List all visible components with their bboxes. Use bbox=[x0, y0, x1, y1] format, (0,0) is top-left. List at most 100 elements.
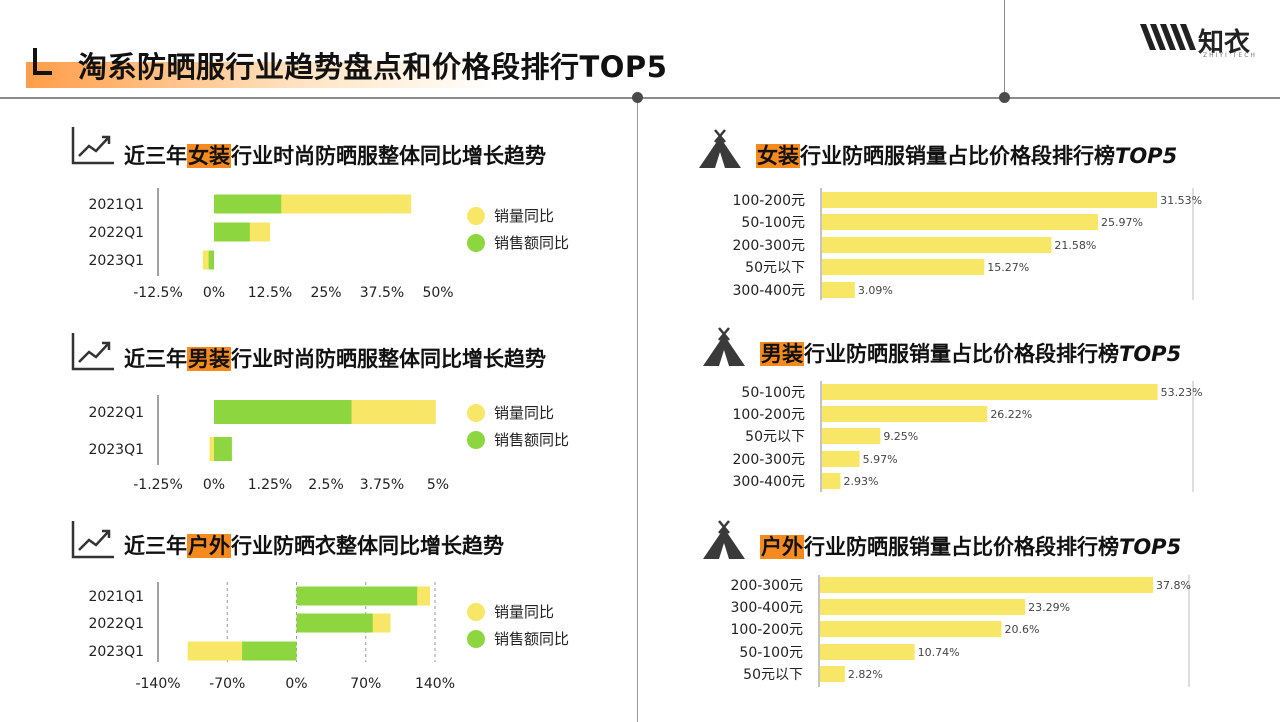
category-label: 100-200元 bbox=[733, 193, 806, 209]
bar-sales-yoy bbox=[214, 222, 250, 242]
x-tick-label: 25% bbox=[310, 285, 341, 301]
category-label: 100-200元 bbox=[733, 407, 806, 423]
legend-label: 销量同比 bbox=[494, 404, 554, 422]
price-band-bar bbox=[822, 214, 1099, 230]
data-label: 3.09% bbox=[858, 284, 893, 297]
logo-icon bbox=[1140, 24, 1196, 50]
tent-icon bbox=[696, 128, 744, 170]
legend-label: 销量同比 bbox=[494, 603, 554, 621]
legend-label: 销售额同比 bbox=[494, 630, 569, 648]
legend-marker-volume bbox=[467, 404, 485, 422]
bar-sales-yoy bbox=[242, 641, 297, 661]
trend-chart-icon bbox=[70, 124, 116, 166]
price-band-bar bbox=[822, 451, 860, 467]
page-title: 淘系防晒服行业趋势盘点和价格段排行TOP5 bbox=[78, 50, 668, 84]
section-title-women-price: 女装行业防晒服销量占比价格段排行榜TOP5 bbox=[756, 144, 1178, 168]
category-label: 200-300元 bbox=[731, 578, 804, 594]
section-title-outdoor-price: 户外行业防晒服销量占比价格段排行榜TOP5 bbox=[760, 535, 1182, 559]
data-label: 20.6% bbox=[1004, 623, 1039, 636]
bar-sales-yoy bbox=[214, 400, 352, 424]
category-label: 2022Q1 bbox=[88, 405, 144, 421]
category-label: 50-100元 bbox=[739, 645, 803, 661]
bar-sales-yoy bbox=[208, 250, 214, 270]
divider bbox=[637, 98, 638, 722]
category-label: 100-200元 bbox=[731, 622, 804, 638]
bar-sales-yoy bbox=[214, 194, 282, 214]
data-label: 31.53% bbox=[1160, 194, 1202, 207]
legend-label: 销售额同比 bbox=[494, 234, 569, 252]
data-label: 9.25% bbox=[883, 430, 918, 443]
logo-text: 知衣 bbox=[1198, 28, 1251, 58]
category-label: 50-100元 bbox=[741, 385, 805, 401]
legend-label: 销量同比 bbox=[494, 207, 554, 225]
divider bbox=[1004, 0, 1005, 98]
data-label: 10.74% bbox=[918, 646, 960, 659]
price-band-bar bbox=[820, 644, 915, 660]
price-band-bar bbox=[822, 406, 988, 422]
x-tick-label: 12.5% bbox=[248, 285, 292, 301]
price-band-bar bbox=[822, 282, 855, 298]
category-label: 300-400元 bbox=[731, 600, 804, 616]
title-highlight bbox=[26, 62, 496, 88]
category-label: 200-300元 bbox=[733, 238, 806, 254]
legend-marker-sales bbox=[467, 234, 485, 252]
legend-label: 销售额同比 bbox=[494, 431, 569, 449]
category-label: 50元以下 bbox=[745, 429, 805, 445]
x-tick-label: 140% bbox=[415, 676, 455, 692]
section-title-men-trend: 近三年男装行业时尚防晒服整体同比增长趋势 bbox=[124, 347, 546, 371]
category-label: 300-400元 bbox=[733, 474, 806, 490]
data-label: 23.29% bbox=[1028, 601, 1070, 614]
trend-chart-icon bbox=[70, 518, 116, 560]
category-label: 200-300元 bbox=[733, 452, 806, 468]
price-band-bar bbox=[822, 428, 881, 444]
legend-marker-sales bbox=[467, 630, 485, 648]
section-title-men-price: 男装行业防晒服销量占比价格段排行榜TOP5 bbox=[760, 342, 1182, 366]
category-label: 2021Q1 bbox=[88, 197, 144, 213]
category-label: 2021Q1 bbox=[88, 589, 144, 605]
data-label: 26.22% bbox=[990, 408, 1032, 421]
price-band-bar bbox=[822, 384, 1158, 400]
title-bracket-icon bbox=[33, 48, 52, 75]
trend-chart-icon bbox=[70, 330, 116, 372]
legend-marker-volume bbox=[467, 207, 485, 225]
x-tick-label: 50% bbox=[422, 285, 453, 301]
bar-sales-yoy bbox=[296, 613, 373, 633]
price-band-bar bbox=[820, 621, 1002, 637]
category-label: 300-400元 bbox=[733, 283, 806, 299]
category-label: 50元以下 bbox=[745, 260, 805, 276]
category-label: 2022Q1 bbox=[88, 225, 144, 241]
x-tick-label: 2.5% bbox=[308, 477, 344, 493]
price-band-bar bbox=[820, 599, 1026, 615]
data-label: 2.82% bbox=[848, 668, 883, 681]
bar-volume-yoy bbox=[202, 250, 214, 270]
category-label: 2022Q1 bbox=[88, 616, 144, 632]
category-label: 2023Q1 bbox=[88, 644, 144, 660]
x-tick-label: -140% bbox=[135, 676, 180, 692]
price-band-bar bbox=[822, 192, 1158, 208]
data-label: 15.27% bbox=[987, 261, 1029, 274]
data-label: 2.93% bbox=[843, 475, 878, 488]
price-band-bar bbox=[822, 473, 841, 489]
price-band-bar bbox=[820, 577, 1153, 593]
category-label: 50-100元 bbox=[741, 215, 805, 231]
data-label: 25.97% bbox=[1101, 216, 1143, 229]
section-title-outdoor-trend: 近三年户外行业防晒衣整体同比增长趋势 bbox=[124, 534, 504, 558]
x-tick-label: 0% bbox=[203, 285, 225, 301]
bar-sales-yoy bbox=[296, 586, 418, 606]
data-label: 53.23% bbox=[1161, 386, 1203, 399]
logo-subtext: ZHIYI TECH bbox=[1203, 52, 1257, 59]
legend-marker-volume bbox=[467, 603, 485, 621]
divider-dot bbox=[999, 92, 1010, 103]
price-band-bar bbox=[820, 666, 845, 682]
data-label: 21.58% bbox=[1054, 239, 1096, 252]
x-tick-label: -12.5% bbox=[133, 285, 183, 301]
category-label: 2023Q1 bbox=[88, 253, 144, 269]
x-tick-label: 5% bbox=[427, 477, 449, 493]
category-label: 2023Q1 bbox=[88, 442, 144, 458]
legend-marker-sales bbox=[467, 431, 485, 449]
category-label: 50元以下 bbox=[743, 667, 803, 683]
x-tick-label: -70% bbox=[209, 676, 245, 692]
tent-icon bbox=[700, 519, 748, 561]
tent-icon bbox=[700, 326, 748, 368]
